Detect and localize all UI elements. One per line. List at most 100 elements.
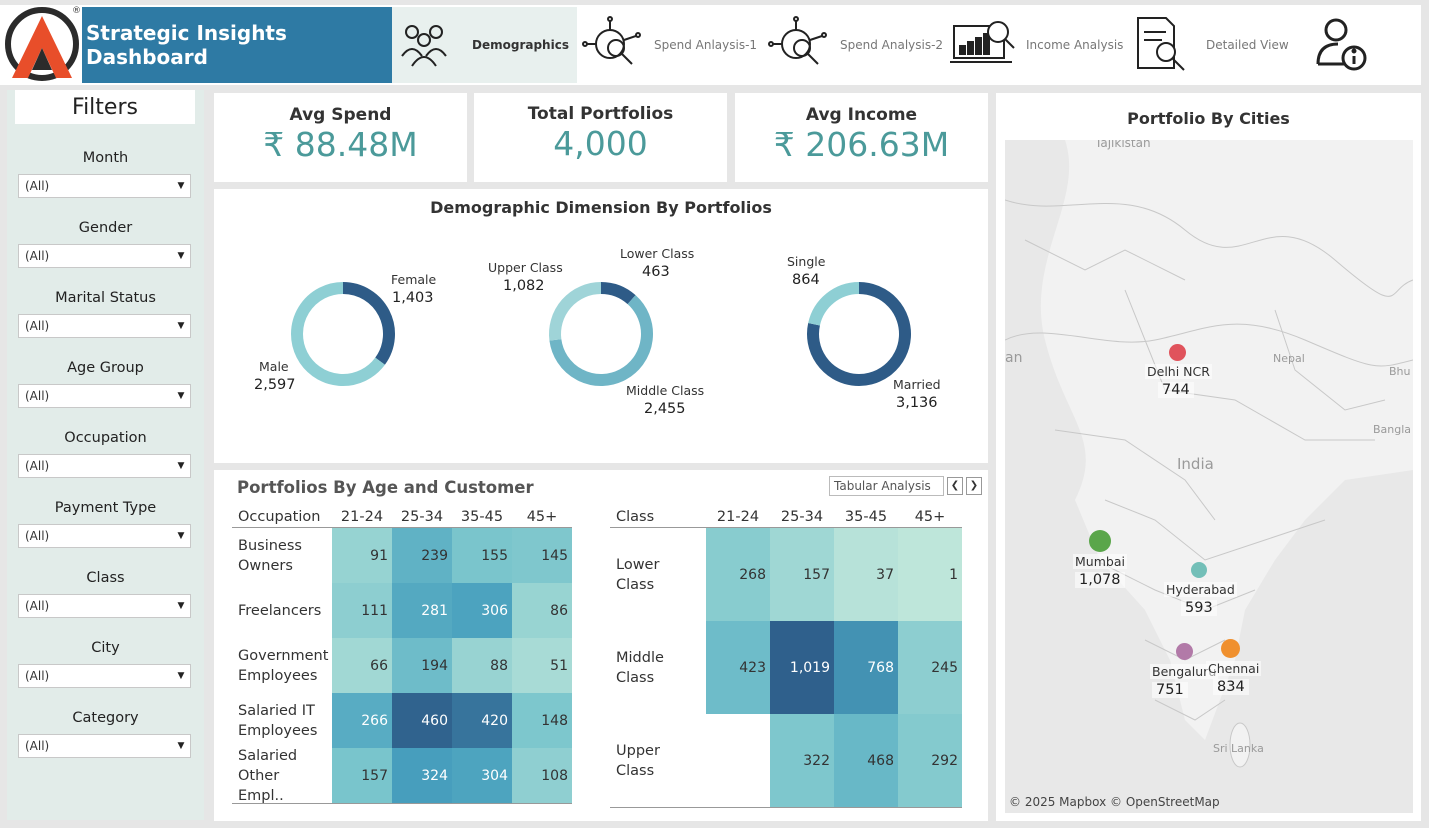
donut-slice-female[interactable] [342,282,395,365]
city-marker-hyderabad[interactable] [1191,562,1207,578]
dropdown-arrow-icon[interactable]: ▼ [177,741,185,751]
tab-user-info[interactable] [1310,7,1380,83]
heatmap-cell[interactable]: 420 [452,693,512,748]
city-value-hyderabad: 593 [1181,600,1217,616]
heatmap-cell[interactable]: 768 [834,621,898,714]
heatmap-cell[interactable]: 322 [770,714,834,807]
donut-label-female: Female [391,272,437,287]
row-label: Salaried IT Employees [238,702,318,739]
dropdown-arrow-icon[interactable]: ▼ [177,321,185,331]
donut-slice-middle-class[interactable] [549,295,653,386]
filter-dropdown[interactable]: (All) ▼ [18,384,191,408]
city-marker-chennai[interactable] [1221,639,1240,658]
dropdown-arrow-icon[interactable]: ▼ [177,251,185,261]
kpi-title: Total Portfolios [527,104,674,124]
donut-slice-male[interactable] [291,282,385,386]
heatmap-cell[interactable]: 148 [512,693,572,748]
heatmap-cell[interactable]: 157 [332,748,392,803]
map-label-bangladesh: Bangla [1373,423,1412,436]
kpi-title: Avg Spend [289,105,392,125]
row-label: Freelancers [238,602,322,619]
map-label-india: India [1177,455,1214,473]
city-marker-bengaluru[interactable] [1176,643,1193,660]
donut-slice-single[interactable] [808,282,860,326]
dropdown-arrow-icon[interactable]: ▼ [177,181,185,191]
heatmap-cell[interactable]: 155 [452,528,512,583]
heatmap-cell[interactable]: 266 [332,693,392,748]
filter-dropdown[interactable]: (All) ▼ [18,244,191,268]
donut-slice-married[interactable] [807,282,911,386]
heatmap-cell[interactable]: 460 [392,693,452,748]
filter-dropdown-value: (All) [25,459,50,473]
filter-dropdown[interactable]: (All) ▼ [18,594,191,618]
heatmap-cell[interactable]: 292 [898,714,962,807]
india-map[interactable]: Tajikistan an Nepal Bhu Bangla India Sri… [1005,140,1413,813]
heatmap-cell[interactable]: 1 [898,528,962,621]
dropdown-arrow-icon[interactable]: ▼ [177,601,185,611]
filter-dropdown[interactable]: (All) ▼ [18,524,191,548]
donut-value-single: 864 [792,272,820,288]
heatmap-cell[interactable]: 86 [512,583,572,638]
heatmap-cell[interactable]: 37 [834,528,898,621]
filters-title: Filters [15,90,195,124]
dropdown-arrow-icon[interactable]: ▼ [177,391,185,401]
header-divider [232,803,572,804]
company-logo: ® [4,4,82,82]
heatmap-cell[interactable]: 91 [332,528,392,583]
dropdown-arrow-icon[interactable]: ▼ [177,671,185,681]
map-background [1005,140,1413,813]
trademark-symbol: ® [72,6,81,16]
filter-dropdown-value: (All) [25,249,50,263]
filter-dropdown[interactable]: (All) ▼ [18,664,191,688]
heatmap-cell[interactable]: 306 [452,583,512,638]
heatmap-cell[interactable]: 51 [512,638,572,693]
tab-detailed-view-label: Detailed View [1206,38,1289,52]
tab-demographics[interactable]: Demographics [392,7,577,83]
filter-label: Gender [78,220,133,236]
city-marker-mumbai[interactable] [1089,530,1111,552]
heatmap-cell[interactable]: 423 [706,621,770,714]
heatmap-cell[interactable]: 111 [332,583,392,638]
dropdown-arrow-icon[interactable]: ▼ [177,461,185,471]
tab-spend-analysis-2[interactable]: Spend Analysis-2 [766,7,946,83]
city-marker-delhi[interactable] [1169,344,1186,361]
age-customer-title: Portfolios By Age and Customer [237,478,534,497]
city-value-delhi: 744 [1158,382,1194,398]
heatmap-cell[interactable]: 1,019 [770,621,834,714]
heatmap-cell[interactable]: 157 [770,528,834,621]
heatmap-cell[interactable]: 108 [512,748,572,803]
heatmap-cell[interactable] [706,714,770,807]
city-name-mumbai: Mumbai [1073,554,1127,569]
heatmap-cell[interactable]: 245 [898,621,962,714]
column-header: 35-45 [460,509,504,525]
donut-label-married: Married [893,377,941,392]
heatmap-cell[interactable]: 66 [332,638,392,693]
tab-income-analysis[interactable]: Income Analysis [948,7,1128,83]
filter-dropdown[interactable]: (All) ▼ [18,734,191,758]
heatmap-cell[interactable]: 281 [392,583,452,638]
heatmap-cell[interactable]: 468 [834,714,898,807]
row-label: Middle Class [616,649,664,686]
donut-slice-lower-class[interactable] [600,282,636,305]
row-label: Government Employees [238,647,329,684]
next-arrow-icon[interactable]: ❯ [966,477,982,495]
heatmap-cell[interactable]: 239 [392,528,452,583]
filter-dropdown-value: (All) [25,179,50,193]
dropdown-arrow-icon[interactable]: ▼ [177,531,185,541]
heatmap-cell[interactable]: 88 [452,638,512,693]
filter-dropdown[interactable]: (All) ▼ [18,314,191,338]
donut-slice-upper-class[interactable] [549,282,602,341]
tab-detailed-view[interactable]: Detailed View [1132,7,1302,83]
filter-dropdown[interactable]: (All) ▼ [18,454,191,478]
row-label: Salaried Other Empl.. [238,747,298,804]
previous-arrow-icon[interactable]: ❮ [947,477,963,495]
tabular-analysis-button[interactable]: Tabular Analysis [829,476,944,496]
tab-spend-analysis-1[interactable]: Spend Anlaysis-1 [580,7,760,83]
filter-dropdown[interactable]: (All) ▼ [18,174,191,198]
heatmap-cell[interactable]: 268 [706,528,770,621]
map-attribution: © 2025 Mapbox © OpenStreetMap [1009,795,1220,809]
heatmap-cell[interactable]: 194 [392,638,452,693]
heatmap-cell[interactable]: 145 [512,528,572,583]
heatmap-cell[interactable]: 324 [392,748,452,803]
heatmap-cell[interactable]: 304 [452,748,512,803]
